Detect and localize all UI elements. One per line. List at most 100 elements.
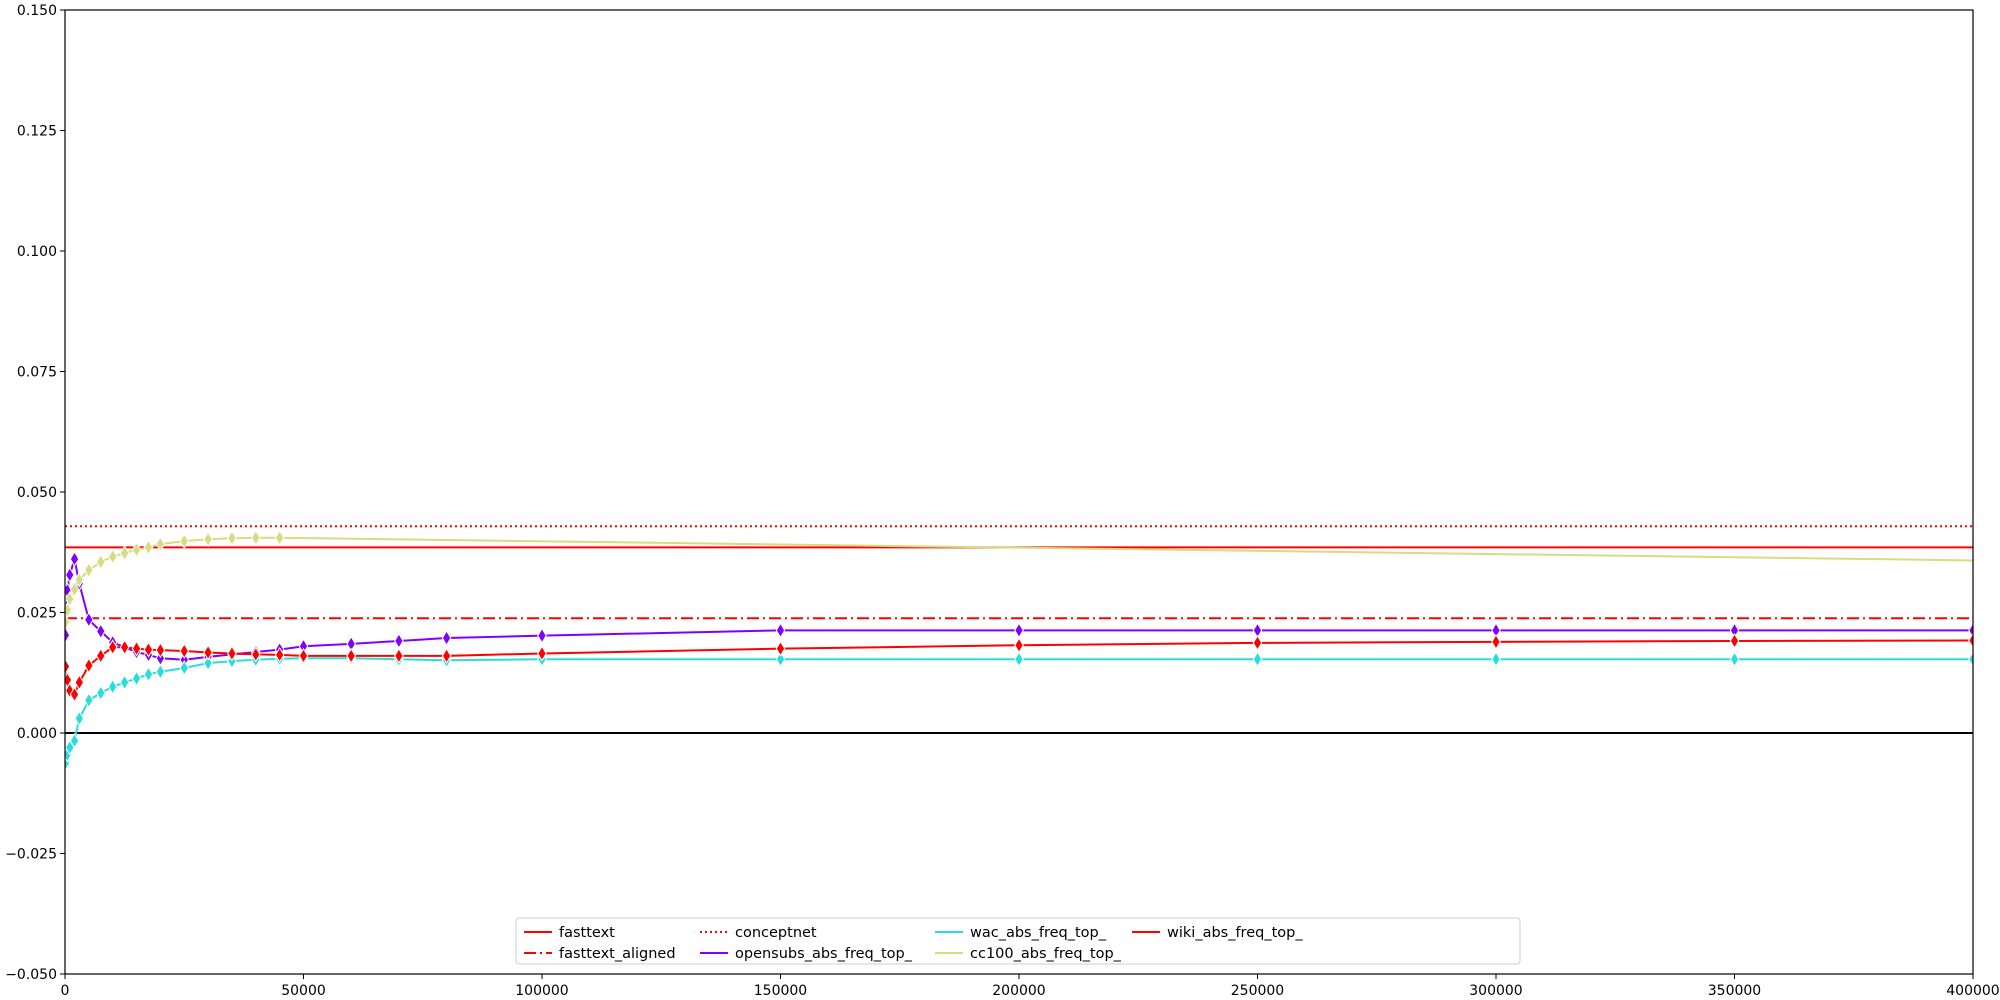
data-point	[775, 622, 786, 639]
legend-item-opensubs-abs-freq-top: opensubs_abs_freq_top_	[700, 946, 913, 962]
y-tick-label: 0.125	[17, 124, 57, 140]
series-line	[65, 657, 1973, 764]
data-point	[69, 551, 80, 567]
legend-item-fasttext: fasttext	[524, 925, 615, 941]
data-point	[1729, 632, 1740, 649]
data-point	[346, 647, 356, 664]
y-tick-label: 0.075	[17, 365, 57, 381]
y-tick-label: 0.100	[17, 244, 57, 260]
data-point	[143, 539, 154, 556]
data-point	[298, 647, 309, 664]
x-tick-label: 50000	[281, 983, 326, 999]
data-point	[155, 536, 166, 553]
data-point	[1014, 622, 1024, 639]
axes-frame	[64, 9, 1974, 975]
data-point	[537, 627, 547, 644]
data-point	[227, 530, 237, 547]
data-point	[179, 643, 190, 660]
data-point	[274, 529, 285, 546]
data-point	[65, 682, 75, 699]
data-point	[155, 642, 166, 659]
data-point	[65, 591, 75, 607]
data-point	[107, 639, 118, 656]
data-point	[394, 647, 404, 664]
y-tick-label: −0.025	[5, 847, 57, 863]
data-point	[69, 581, 80, 598]
x-tick-label: 350000	[1708, 983, 1761, 999]
legend-label: opensubs_abs_freq_top_	[735, 946, 913, 962]
x-tick-label: 250000	[1231, 983, 1284, 999]
data-point	[84, 562, 94, 579]
plot-area	[65, 525, 1973, 771]
data-point	[274, 646, 285, 663]
data-point	[441, 630, 452, 647]
y-tick-label: 0.000	[17, 726, 57, 742]
data-point	[143, 666, 154, 683]
data-point	[119, 545, 130, 562]
data-point	[775, 640, 786, 657]
data-point	[203, 655, 213, 672]
legend-label: conceptnet	[735, 925, 817, 941]
legend-item-conceptnet: conceptnet	[700, 925, 817, 941]
data-point	[155, 663, 166, 680]
data-point	[107, 678, 118, 695]
x-tick-label: 200000	[992, 983, 1045, 999]
data-point	[84, 692, 94, 709]
series-cc100-abs-freq-top	[65, 529, 1973, 631]
data-point	[107, 548, 118, 565]
data-point	[179, 533, 190, 550]
data-point	[131, 541, 142, 558]
y-tick-label: 0.050	[17, 485, 57, 501]
legend-item-fasttext-aligned: fasttext_aligned	[524, 946, 676, 962]
data-point	[143, 641, 154, 658]
data-point	[394, 632, 404, 649]
x-tick-label: 300000	[1469, 983, 1522, 999]
data-point	[131, 640, 142, 657]
legend-item-wac-abs-freq-top: wac_abs_freq_top_	[935, 925, 1107, 941]
data-point	[95, 553, 106, 570]
legend-label: cc100_abs_freq_top_	[970, 946, 1122, 962]
data-point	[95, 647, 106, 664]
data-point	[69, 732, 80, 749]
legend-box	[515, 917, 1521, 965]
data-point	[131, 670, 142, 687]
y-tick-label: 0.025	[17, 606, 57, 622]
legend: fasttext fasttext_aligned conceptnet opensu…	[515, 917, 1521, 965]
y-tick-label: 0.150	[17, 3, 57, 19]
data-point	[65, 602, 73, 619]
data-point	[1014, 651, 1024, 668]
data-point	[1491, 633, 1501, 650]
data-point	[1252, 634, 1263, 651]
legend-label: wiki_abs_freq_top_	[1167, 925, 1303, 941]
data-point	[251, 646, 261, 663]
data-point	[1729, 651, 1740, 668]
data-point	[203, 531, 213, 548]
data-point	[1491, 651, 1501, 668]
data-point	[537, 645, 547, 662]
data-point	[95, 685, 106, 701]
data-point	[251, 529, 261, 546]
x-tick-label: 100000	[515, 983, 568, 999]
series-wac-abs-freq-top	[65, 650, 1973, 771]
data-point	[1968, 632, 1973, 649]
data-point	[203, 644, 213, 661]
x-tick-label: 150000	[754, 983, 807, 999]
series-line	[65, 639, 1973, 696]
data-point	[119, 639, 130, 656]
legend-item-wiki-abs-freq-top: wiki_abs_freq_top_	[1132, 925, 1303, 941]
series-line	[65, 536, 1973, 623]
data-point	[227, 645, 237, 662]
data-point	[441, 647, 452, 664]
data-point	[69, 686, 80, 703]
legend-label: fasttext	[559, 925, 615, 941]
legend-item-cc100-abs-freq-top: cc100_abs_freq_top_	[935, 946, 1122, 962]
data-point	[84, 611, 94, 628]
legend-label: fasttext_aligned	[559, 946, 676, 962]
x-tick-label: 0	[61, 983, 70, 999]
data-point	[74, 571, 85, 588]
data-point	[119, 674, 130, 691]
data-point	[775, 651, 786, 668]
data-point	[95, 623, 106, 640]
legend-label: wac_abs_freq_top_	[970, 925, 1107, 941]
